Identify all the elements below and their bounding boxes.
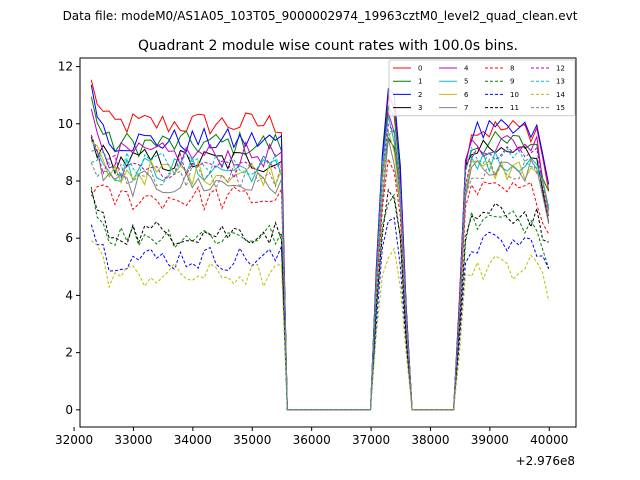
x-tick-label: 40000: [530, 433, 568, 447]
x-tick-label: 33000: [114, 433, 152, 447]
y-tick-label: 8: [65, 174, 73, 188]
plot-frame: [79, 57, 577, 428]
legend-label-12: 12: [556, 65, 565, 73]
x-tick-label: 35000: [233, 433, 271, 447]
legend-label-5: 5: [464, 78, 468, 86]
y-axis-ticks: 0 2 4 6 8 10 12: [58, 60, 80, 417]
legend-label-8: 8: [510, 65, 514, 73]
legend-label-7: 7: [464, 104, 468, 112]
legend-label-14: 14: [556, 91, 565, 99]
x-tick-label: 38000: [411, 433, 449, 447]
data-file-header: Data file: modeM0/AS1A05_103T05_90000029…: [63, 9, 578, 23]
series-line-10: [90, 216, 550, 411]
y-tick-label: 10: [58, 117, 73, 131]
legend-label-2: 2: [418, 91, 422, 99]
legend-label-13: 13: [556, 78, 565, 86]
x-tick-label: 39000: [471, 433, 509, 447]
legend-label-15: 15: [556, 104, 565, 112]
plot-area: [80, 58, 576, 427]
series-layer: [90, 79, 550, 411]
legend-label-3: 3: [418, 104, 422, 112]
legend-label-6: 6: [464, 91, 469, 99]
x-axis-ticks: 32000 33000 34000 35000 36000 37000 38000 39000…: [55, 427, 568, 447]
y-tick-label: 2: [65, 346, 73, 360]
y-tick-label: 0: [65, 403, 73, 417]
series-line-13: [91, 127, 550, 411]
legend-label-11: 11: [510, 104, 519, 112]
y-tick-label: 12: [58, 60, 73, 74]
x-tick-label: 32000: [55, 433, 93, 447]
series-line-15: [90, 129, 550, 411]
legend-label-1: 1: [418, 78, 422, 86]
legend-label-9: 9: [510, 78, 514, 86]
x-tick-label: 36000: [293, 433, 331, 447]
series-line-9: [90, 186, 550, 411]
x-offset-label: +2.976e8: [516, 454, 575, 468]
x-tick-label: 37000: [352, 433, 390, 447]
chart-title: Quadrant 2 module wise count rates with …: [138, 38, 518, 54]
legend-label-10: 10: [510, 91, 519, 99]
legend-label-4: 4: [464, 65, 469, 73]
y-tick-label: 4: [65, 288, 73, 302]
x-tick-label: 34000: [174, 433, 212, 447]
y-tick-label: 6: [65, 231, 73, 245]
legend-box: [388, 59, 576, 117]
legend-label-0: 0: [418, 65, 422, 73]
